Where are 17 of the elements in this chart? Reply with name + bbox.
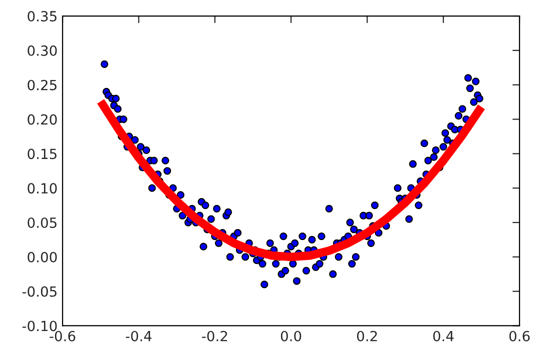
x-tick-label: -0.4 — [126, 330, 152, 342]
y-tick-label: 0.35 — [28, 10, 56, 22]
x-tick-label: -0.2 — [202, 330, 228, 342]
y-tick-label: 0.05 — [28, 217, 56, 228]
y-tick-label: -0.05 — [22, 286, 56, 297]
y-tick-label: 0.00 — [28, 252, 57, 262]
y-tick-label: 0.30 — [28, 45, 57, 56]
x-tick-label: 0.2 — [357, 330, 377, 342]
x-tick-label: 0.4 — [433, 330, 454, 342]
x-tick-label: 0.0 — [280, 330, 302, 342]
x-tick-label: 0.6 — [509, 330, 530, 342]
y-tick-label: 0.15 — [28, 148, 56, 160]
y-tick-label: 0.25 — [28, 80, 56, 90]
y-tick-label: 0.20 — [28, 114, 57, 125]
y-tick-label: -0.10 — [22, 320, 57, 332]
x-tick-label: -0.6 — [50, 330, 76, 342]
y-tick-label: 0.10 — [28, 183, 57, 194]
